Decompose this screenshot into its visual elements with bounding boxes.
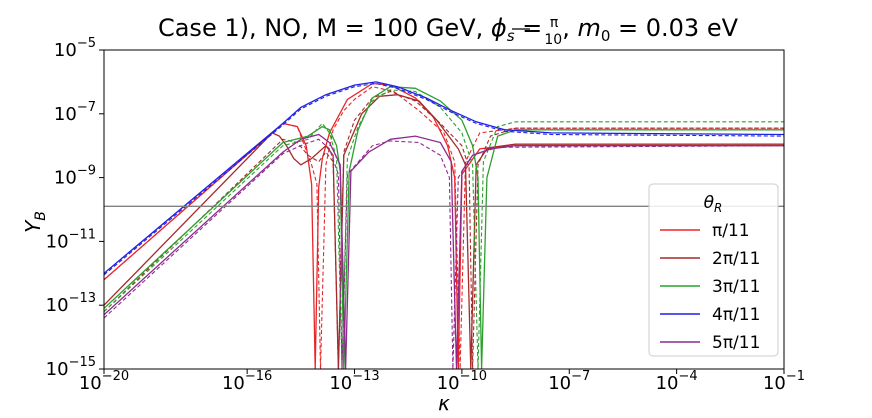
y-tick-label-5: 10−7 — [54, 100, 96, 125]
y-label-main: Y — [21, 219, 45, 233]
svg-text:Case 1), NO, M = 100 GeV, ϕs =: Case 1), NO, M = 100 GeV, ϕs = π 10, m0 =… — [158, 14, 739, 48]
title-phi-sub: s — [507, 27, 515, 45]
y-tick-label-4: 10−9 — [54, 164, 96, 189]
title-phi: ϕ — [491, 14, 507, 42]
series-line-7 — [104, 81, 784, 274]
series-line-3 — [104, 94, 784, 369]
y-tick-label-1: 10−15 — [46, 355, 96, 380]
x-tick-label-6: 10−4 — [656, 369, 698, 394]
x-tick-label-4: 10−10 — [437, 369, 487, 394]
x-tick-label-1: 10−20 — [79, 369, 129, 394]
title-m: m — [577, 14, 600, 42]
legend-entries: π/11 2π/11 3π/11 4π/11 5π/11 — [660, 221, 760, 353]
chart-title: Case 1), NO, M = 100 GeV, ϕs = π 10, m0 =… — [158, 14, 739, 48]
legend-title-main: θ — [704, 193, 715, 213]
y-tick-label-3: 10−11 — [46, 227, 96, 252]
series-line-8 — [104, 82, 784, 276]
y-label-sub: B — [33, 211, 49, 221]
title-prefix: Case 1), NO, M = 100 GeV, — [158, 14, 491, 42]
legend-label-3: 3π/11 — [712, 277, 760, 297]
x-axis-ticks: 10−20 10−16 10−13 10−10 10−7 10−4 10−1 — [79, 369, 805, 394]
svg-text:YB: YB — [21, 211, 49, 233]
x-tick-label-5: 10−7 — [548, 369, 590, 394]
y-axis-ticks: 10−15 10−13 10−11 10−9 10−7 10−5 — [46, 36, 104, 380]
series-line-2 — [104, 86, 784, 369]
title-eq: = — [515, 14, 550, 42]
series-line-6 — [104, 89, 784, 369]
title-frac-num: π — [550, 15, 559, 31]
title-sep: , — [562, 14, 577, 42]
legend-label-1: π/11 — [712, 221, 750, 241]
legend-label-5: 5π/11 — [712, 333, 760, 353]
series-line-5 — [104, 86, 784, 369]
legend-title: θR — [704, 193, 723, 215]
legend: θR π/11 2π/11 3π/11 4π/11 5π/11 — [648, 183, 779, 357]
legend-box — [648, 183, 779, 357]
legend-title-sub: R — [714, 201, 722, 215]
y-axis-label: YB — [21, 211, 49, 233]
series-layer — [104, 81, 784, 369]
x-tick-label-7: 10−1 — [763, 369, 805, 394]
title-frac-den: 10 — [544, 32, 562, 48]
plot-frame — [103, 49, 785, 370]
legend-label-2: 2π/11 — [712, 249, 760, 269]
y-tick-label-6: 10−5 — [54, 36, 96, 61]
title-suffix: = 0.03 eV — [610, 14, 738, 42]
x-axis-label: κ — [438, 391, 450, 414]
x-tick-label-2: 10−16 — [222, 369, 272, 394]
legend-label-4: 4π/11 — [712, 305, 760, 325]
y-tick-label-2: 10−13 — [46, 291, 96, 316]
x-tick-label-3: 10−13 — [329, 369, 379, 394]
title-m-sub: 0 — [601, 27, 611, 45]
